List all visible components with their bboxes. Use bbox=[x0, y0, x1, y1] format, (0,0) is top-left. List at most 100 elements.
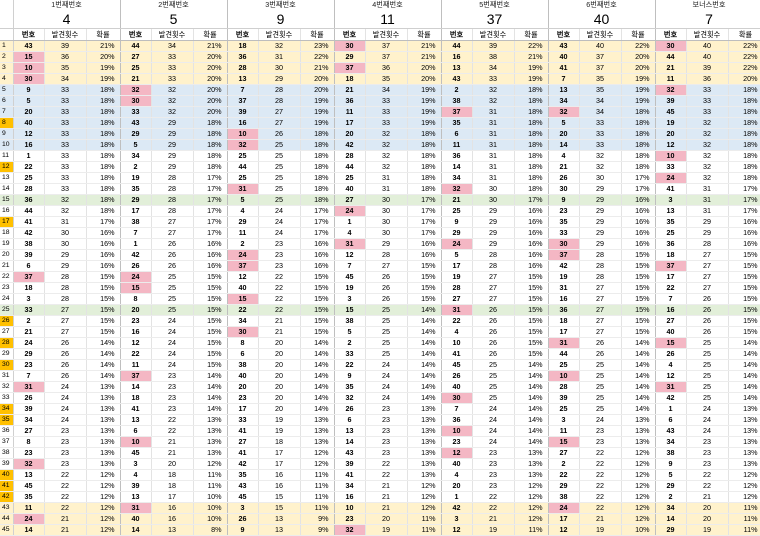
probability-cell: 22% bbox=[728, 62, 760, 74]
row-index: 45 bbox=[0, 524, 14, 536]
number-cell: 44 bbox=[441, 40, 473, 52]
number-cell: 13 bbox=[334, 425, 366, 437]
count-cell: 28 bbox=[151, 172, 194, 184]
probability-cell: 18% bbox=[514, 84, 549, 96]
probability-cell: 13% bbox=[407, 403, 442, 415]
number-cell: 30 bbox=[548, 183, 580, 195]
count-cell: 18 bbox=[151, 469, 194, 481]
count-cell: 24 bbox=[365, 359, 408, 371]
probability-cell: 14% bbox=[621, 381, 656, 393]
count-cell: 32 bbox=[44, 194, 87, 206]
count-cell: 23 bbox=[579, 436, 622, 448]
probability-cell: 12% bbox=[514, 502, 549, 514]
probability-cell: 18% bbox=[728, 84, 760, 96]
probability-cell: 13% bbox=[86, 414, 121, 426]
count-cell: 26 bbox=[686, 326, 729, 338]
number-cell: 21 bbox=[120, 73, 152, 85]
number-cell: 41 bbox=[120, 403, 152, 415]
row-index: 31 bbox=[0, 370, 14, 382]
count-cell: 33 bbox=[472, 73, 515, 85]
number-cell: 33 bbox=[227, 414, 259, 426]
count-cell: 31 bbox=[472, 139, 515, 151]
count-cell: 25 bbox=[365, 337, 408, 349]
number-cell: 24 bbox=[655, 172, 687, 184]
probability-cell: 10% bbox=[193, 513, 228, 525]
number-cell: 20 bbox=[655, 128, 687, 140]
count-cell: 21 bbox=[258, 315, 301, 327]
count-cell: 25 bbox=[686, 348, 729, 360]
row-index: 38 bbox=[0, 447, 14, 459]
probability-cell: 14% bbox=[514, 425, 549, 437]
count-cell: 30 bbox=[365, 227, 408, 239]
number-cell: 23 bbox=[13, 359, 45, 371]
count-cell: 37 bbox=[579, 62, 622, 74]
number-cell: 9 bbox=[334, 370, 366, 382]
count-cell: 23 bbox=[151, 392, 194, 404]
count-cell: 18 bbox=[258, 436, 301, 448]
number-cell: 40 bbox=[441, 458, 473, 470]
count-cell: 29 bbox=[579, 238, 622, 250]
number-cell: 39 bbox=[13, 403, 45, 415]
probability-cell: 12% bbox=[514, 480, 549, 492]
count-cell: 21 bbox=[686, 491, 729, 503]
number-cell: 29 bbox=[227, 216, 259, 228]
number-cell: 40 bbox=[227, 282, 259, 294]
number-cell: 20 bbox=[227, 381, 259, 393]
count-cell: 23 bbox=[686, 436, 729, 448]
number-cell: 30 bbox=[655, 40, 687, 52]
count-cell: 17 bbox=[258, 447, 301, 459]
probability-cell: 15% bbox=[300, 293, 335, 305]
table-row: 43 11 22 12% 31 16 10% 3 15 11% 10 21 12% 42 22 12% 24 22… bbox=[0, 502, 760, 514]
number-cell: 10 bbox=[441, 425, 473, 437]
count-cell: 36 bbox=[365, 62, 408, 74]
row-index: 25 bbox=[0, 304, 14, 316]
probability-cell: 15% bbox=[621, 282, 656, 294]
probability-cell: 18% bbox=[621, 139, 656, 151]
probability-cell: 15% bbox=[728, 315, 760, 327]
table-row: 39 32 23 13% 3 20 12% 42 17 12% 39 22 13% 40 23 13% 2 22 1… bbox=[0, 458, 760, 470]
row-index: 23 bbox=[0, 282, 14, 294]
probability-cell: 18% bbox=[621, 150, 656, 162]
probability-cell: 14% bbox=[728, 392, 760, 404]
count-cell: 28 bbox=[472, 260, 515, 272]
probability-cell: 15% bbox=[193, 315, 228, 327]
number-cell: 10 bbox=[655, 150, 687, 162]
count-cell: 24 bbox=[258, 216, 301, 228]
probability-cell: 12% bbox=[728, 469, 760, 481]
probability-cell: 14% bbox=[621, 403, 656, 415]
probability-cell: 13% bbox=[728, 425, 760, 437]
number-cell: 28 bbox=[548, 381, 580, 393]
number-cell: 45 bbox=[227, 491, 259, 503]
count-cell: 21 bbox=[365, 491, 408, 503]
number-cell: 32 bbox=[441, 183, 473, 195]
probability-cell: 15% bbox=[621, 293, 656, 305]
count-cell: 31 bbox=[472, 106, 515, 118]
count-cell: 23 bbox=[472, 480, 515, 492]
probability-cell: 14% bbox=[86, 337, 121, 349]
probability-cell: 18% bbox=[300, 172, 335, 184]
probability-cell: 11% bbox=[300, 480, 335, 492]
probability-cell: 18% bbox=[728, 95, 760, 107]
count-cell: 16 bbox=[258, 480, 301, 492]
number-cell: 35 bbox=[441, 117, 473, 129]
probability-cell: 20% bbox=[407, 62, 442, 74]
probability-cell: 18% bbox=[193, 150, 228, 162]
table-row: 34 39 24 13% 41 23 14% 17 20 14% 26 23 13% 7 24 14% 25 25… bbox=[0, 403, 760, 415]
table-row: 21 6 29 16% 26 26 16% 37 23 16% 7 27 15% 17 28 16% 42 28 1… bbox=[0, 260, 760, 272]
number-cell: 41 bbox=[655, 183, 687, 195]
count-cell: 39 bbox=[472, 40, 515, 52]
count-cell: 33 bbox=[151, 73, 194, 85]
probability-cell: 13% bbox=[728, 447, 760, 459]
probability-cell: 15% bbox=[514, 315, 549, 327]
count-cell: 33 bbox=[44, 150, 87, 162]
probability-cell: 15% bbox=[621, 260, 656, 272]
count-cell: 20 bbox=[258, 381, 301, 393]
number-cell: 19 bbox=[334, 282, 366, 294]
probability-cell: 17% bbox=[300, 216, 335, 228]
table-row: 16 44 32 18% 17 28 17% 4 24 17% 24 30 17% 25 29 16% 23 29… bbox=[0, 205, 760, 217]
number-cell: 26 bbox=[334, 403, 366, 415]
number-cell: 34 bbox=[655, 502, 687, 514]
count-cell: 27 bbox=[579, 315, 622, 327]
table-row: 42 35 22 12% 13 17 10% 45 15 11% 16 21 12% 1 22 12% 38 22… bbox=[0, 491, 760, 503]
column-header: 번호 bbox=[441, 28, 473, 41]
